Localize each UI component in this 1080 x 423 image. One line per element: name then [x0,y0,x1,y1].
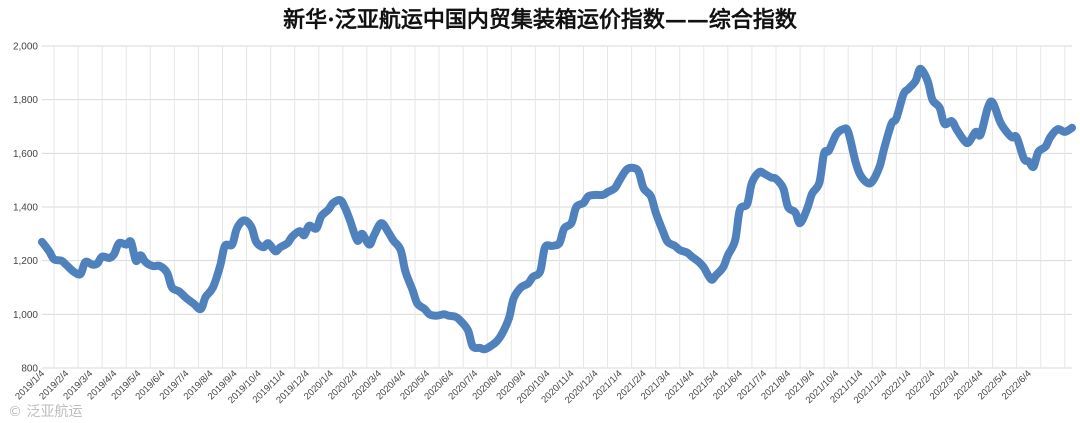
y-tick-label: 1,000 [13,310,38,321]
y-tick-label: 1,800 [13,95,38,106]
series-line-composite-index [38,64,1076,354]
gridlines [42,45,1072,369]
y-tick-label: 800 [21,364,38,375]
y-tick-label: 1,200 [13,256,38,267]
y-axis-tick-labels: 800 1,000 1,200 1,400 1,600 1,800 2,000 [13,42,38,375]
x-axis-tick-labels: 2019/1/42019/2/42019/3/42019/4/42019/5/4… [13,368,1034,406]
y-tick-label: 1,400 [13,203,38,214]
series-layer [38,64,1076,354]
y-tick-label: 2,000 [13,42,38,53]
chart-title: 新华·泛亚航运中国内贸集装箱运价指数——综合指数 [283,7,798,33]
watermark-text: © 泛亚航运 [8,404,82,420]
y-tick-label: 1,600 [13,149,38,160]
